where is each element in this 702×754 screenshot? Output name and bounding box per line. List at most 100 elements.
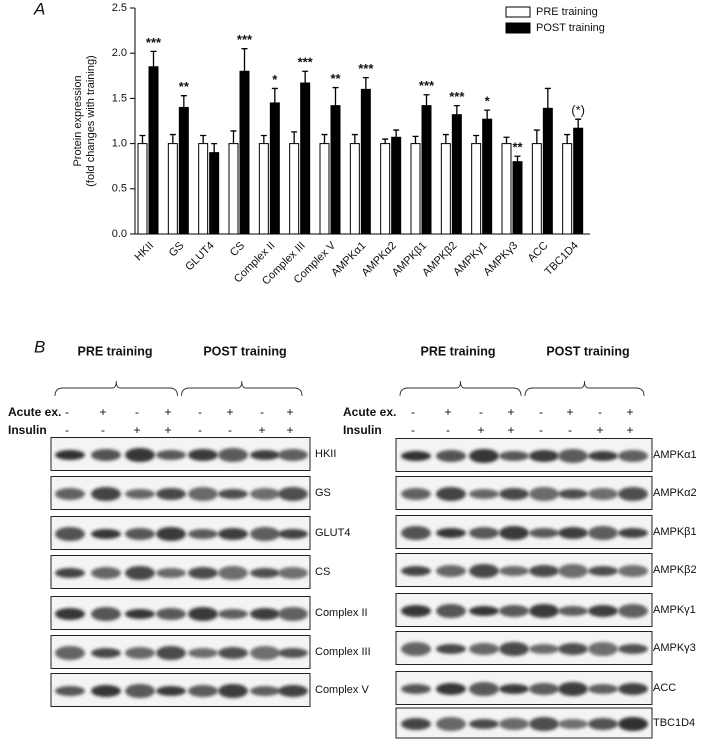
blot-band — [55, 608, 85, 620]
blot-band — [469, 527, 499, 539]
blot — [395, 593, 653, 627]
blot-band — [436, 565, 466, 577]
blot-band — [156, 450, 186, 460]
group-header: PRE training — [420, 344, 495, 358]
condition-sign: - — [411, 423, 415, 437]
error-bar — [484, 109, 491, 120]
blot-band — [218, 647, 248, 659]
condition-sign: - — [101, 423, 105, 437]
blot — [395, 515, 653, 549]
blot-band — [499, 451, 529, 461]
error-bar — [332, 86, 339, 106]
error-bar — [442, 133, 449, 144]
bar — [269, 102, 280, 235]
condition-sign: + — [507, 423, 514, 437]
blot-band — [499, 684, 529, 694]
blot-band — [401, 566, 431, 576]
blot-band — [469, 643, 499, 655]
error-bar — [211, 142, 218, 153]
blot — [395, 671, 653, 705]
blot-band — [125, 448, 155, 462]
bar — [228, 143, 239, 235]
y-tick-label: 0.0 — [112, 228, 127, 240]
blot-label: AMPKβ2 — [653, 564, 697, 576]
blot-label: GLUT4 — [315, 527, 350, 539]
blot-band — [436, 487, 466, 501]
blot-label: Complex II — [315, 607, 368, 619]
blot-band — [250, 686, 280, 696]
error-bar — [291, 131, 298, 144]
blot-band — [558, 719, 588, 729]
blot-label: GS — [315, 487, 331, 499]
blot-band — [588, 451, 618, 461]
condition-sign: - — [65, 405, 69, 419]
group-brace — [399, 380, 522, 397]
condition-sign: + — [477, 423, 484, 437]
panel-label: B — [34, 337, 45, 356]
blot-band — [188, 567, 218, 579]
blot-band — [469, 682, 499, 696]
blot-band — [529, 565, 559, 577]
blot-band — [558, 449, 588, 463]
significance: *** — [237, 32, 253, 47]
bar — [471, 143, 482, 235]
legend-label: PRE training — [536, 6, 598, 18]
blot-band — [188, 487, 218, 501]
blot-band — [125, 684, 155, 698]
error-bar — [423, 94, 430, 106]
error-bar — [271, 87, 278, 103]
blot-band — [499, 526, 529, 540]
blot-band — [588, 488, 618, 500]
bar — [148, 66, 159, 235]
blot-band — [401, 488, 431, 500]
blot-band — [558, 527, 588, 539]
blot-label: AMPKβ1 — [653, 526, 697, 538]
blot-band — [436, 683, 466, 695]
bar — [421, 105, 432, 235]
error-bar — [473, 134, 480, 144]
blot-band — [55, 646, 85, 660]
blot-band — [499, 718, 529, 730]
blot-band — [278, 487, 308, 501]
bar — [531, 143, 542, 235]
bar — [239, 70, 250, 235]
blot-band — [618, 717, 648, 731]
condition-sign: - — [539, 405, 543, 419]
bar — [209, 152, 220, 235]
bar — [451, 114, 462, 235]
bar — [319, 143, 330, 235]
bar — [391, 136, 402, 235]
x-tick-label: AMPKγ3 — [481, 240, 520, 279]
error-bar — [200, 134, 207, 144]
blot-band — [91, 685, 121, 697]
blot-label: AMPKγ3 — [653, 642, 696, 654]
blot-band — [401, 718, 431, 730]
bar — [167, 143, 178, 235]
blot — [395, 707, 653, 739]
condition-sign: + — [566, 405, 573, 419]
blot-band — [588, 684, 618, 694]
blot-band — [156, 646, 186, 660]
error-bar — [150, 50, 157, 67]
condition-sign: + — [226, 405, 233, 419]
blot-label: Complex III — [315, 646, 371, 658]
bar — [349, 143, 360, 235]
blot-band — [125, 609, 155, 619]
blot-band — [218, 528, 248, 540]
blot-band — [558, 606, 588, 616]
group-header: POST training — [203, 344, 286, 358]
blot-band — [469, 719, 499, 729]
blot-label: HKII — [315, 448, 336, 460]
blot-band — [278, 607, 308, 621]
condition-label: Insulin — [343, 423, 382, 437]
significance: * — [272, 72, 278, 87]
error-bar — [321, 133, 328, 144]
blot-band — [156, 568, 186, 578]
condition-sign: - — [411, 405, 415, 419]
blot-band — [91, 567, 121, 579]
bar — [289, 143, 300, 235]
blot-band — [436, 528, 466, 538]
condition-sign: - — [260, 405, 264, 419]
blot-band — [558, 564, 588, 578]
significance: *** — [146, 35, 162, 50]
